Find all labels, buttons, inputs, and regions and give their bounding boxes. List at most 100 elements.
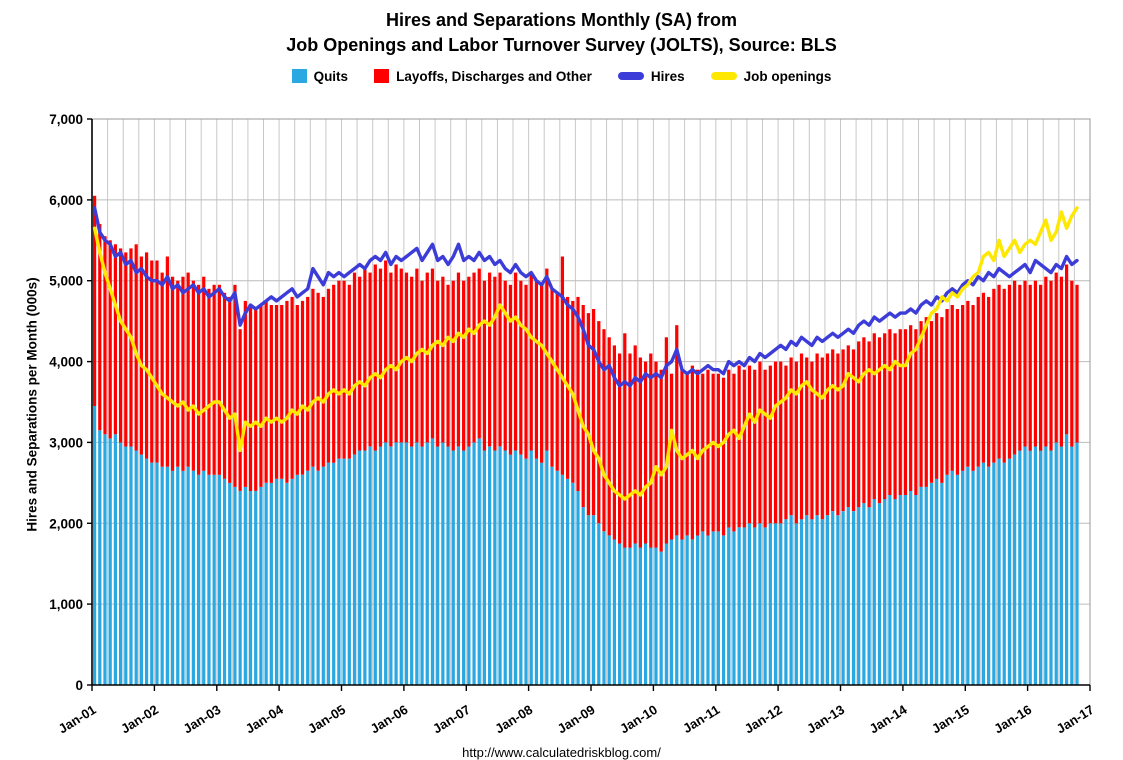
svg-text:Jan-13: Jan-13 <box>804 702 847 737</box>
quits-bar <box>118 442 123 685</box>
layoffs-bar <box>903 329 908 495</box>
vertical-gridlines <box>91 119 1091 685</box>
layoffs-bar <box>508 284 513 455</box>
quits-bar <box>129 446 133 685</box>
quits-bar <box>352 454 357 685</box>
quits-bar <box>254 490 258 685</box>
layoffs-bar <box>170 276 175 471</box>
layoffs-bar <box>602 329 606 532</box>
quits-bar <box>711 531 715 685</box>
layoffs-bar <box>867 341 871 508</box>
quits-bar <box>992 462 996 685</box>
layoffs-bar <box>820 357 824 520</box>
layoffs-bar <box>456 272 461 447</box>
layoffs-bar <box>560 256 565 475</box>
layoffs-bar <box>742 369 746 528</box>
layoffs-bar <box>929 321 934 483</box>
quits-bar <box>799 519 804 685</box>
svg-text:Jan-09: Jan-09 <box>555 702 598 737</box>
layoffs-bar <box>238 329 242 491</box>
layoffs-bar <box>347 284 351 459</box>
layoffs-bar <box>1049 280 1053 451</box>
quits-bar <box>685 535 689 685</box>
quits-bar <box>228 482 232 685</box>
layoffs-bar <box>987 296 991 467</box>
quits-bar <box>940 482 944 685</box>
quits-bar <box>337 458 341 685</box>
quits-bar <box>597 523 601 685</box>
quits-bar <box>238 490 242 685</box>
layoffs-bar <box>332 284 336 463</box>
quits-bar <box>732 531 736 685</box>
layoffs-bar <box>981 292 986 463</box>
quits-bar <box>955 474 960 685</box>
layoffs-bar <box>825 353 830 516</box>
quits-bar <box>274 478 279 685</box>
quits-bar <box>945 474 949 685</box>
layoffs-bar <box>872 333 876 500</box>
quits-bar <box>332 462 336 685</box>
quits-bar <box>290 478 294 685</box>
layoffs-bar <box>747 365 752 524</box>
layoffs-bar <box>898 329 902 495</box>
layoffs-bar <box>893 333 897 500</box>
quits-bar <box>446 446 450 685</box>
layoffs-bar <box>352 272 357 455</box>
quits-bar <box>612 539 616 685</box>
layoffs-bar <box>212 284 216 475</box>
chart-plot: 0 1,000 2,000 3,000 4,000 5,000 6,000 7,000 Jan-… <box>49 112 1097 736</box>
x-tick-labels: Jan-01 Jan-02 Jan-03 Jan-04 Jan-05 Jan-06 Jan-… <box>56 685 1097 736</box>
quits-bar <box>690 539 694 685</box>
layoffs-bars <box>92 195 1079 552</box>
quits-bar <box>591 515 596 685</box>
layoffs-bar <box>846 345 850 508</box>
layoffs-bar <box>384 260 388 443</box>
layoffs-bar <box>935 313 939 479</box>
layoffs-bar <box>519 280 523 455</box>
svg-text:1,000: 1,000 <box>49 597 83 612</box>
layoffs-bar <box>233 284 237 487</box>
layoffs-bar <box>1023 280 1027 447</box>
quits-bar <box>888 495 892 685</box>
quits-bar <box>649 547 653 685</box>
quits-bar <box>295 474 299 685</box>
layoffs-bar <box>196 284 201 475</box>
quits-bar <box>477 438 481 685</box>
quits-bar <box>451 450 455 685</box>
layoffs-bar <box>399 268 403 443</box>
quits-bar <box>191 470 195 685</box>
quits-bar <box>103 434 107 685</box>
quits-bar <box>92 406 97 685</box>
quits-bar <box>202 470 206 685</box>
quits-bar <box>1023 446 1027 685</box>
layoffs-bar <box>612 345 616 540</box>
layoffs-bar <box>721 377 726 536</box>
layoffs-bar <box>623 333 627 548</box>
quits-bar <box>825 515 830 685</box>
layoffs-bar <box>727 369 731 528</box>
quits-bar <box>186 466 190 685</box>
layoffs-bar <box>649 353 653 548</box>
svg-text:Jan-01: Jan-01 <box>56 702 99 737</box>
layoffs-bar <box>202 276 206 471</box>
quits-bar <box>576 490 580 685</box>
layoffs-bar <box>888 329 892 495</box>
quits-bar <box>139 454 143 685</box>
layoffs-bar <box>425 272 429 443</box>
layoffs-bar <box>633 345 637 544</box>
quits-bar <box>1044 446 1048 685</box>
quits-bar <box>280 478 284 685</box>
layoffs-bar <box>732 373 736 532</box>
svg-text:Jan-04: Jan-04 <box>243 701 287 736</box>
job-openings-line <box>92 206 1079 501</box>
layoffs-bar <box>857 341 861 508</box>
svg-text:Jan-16: Jan-16 <box>991 702 1034 737</box>
quits-bar <box>1002 462 1006 685</box>
layoffs-bar <box>191 280 195 471</box>
quits-bar <box>347 458 351 685</box>
layoffs-bar <box>420 280 424 447</box>
quits-bar <box>909 490 913 685</box>
quits-bar <box>1007 458 1012 685</box>
layoffs-bar <box>706 369 710 536</box>
layoffs-bar <box>784 365 788 520</box>
